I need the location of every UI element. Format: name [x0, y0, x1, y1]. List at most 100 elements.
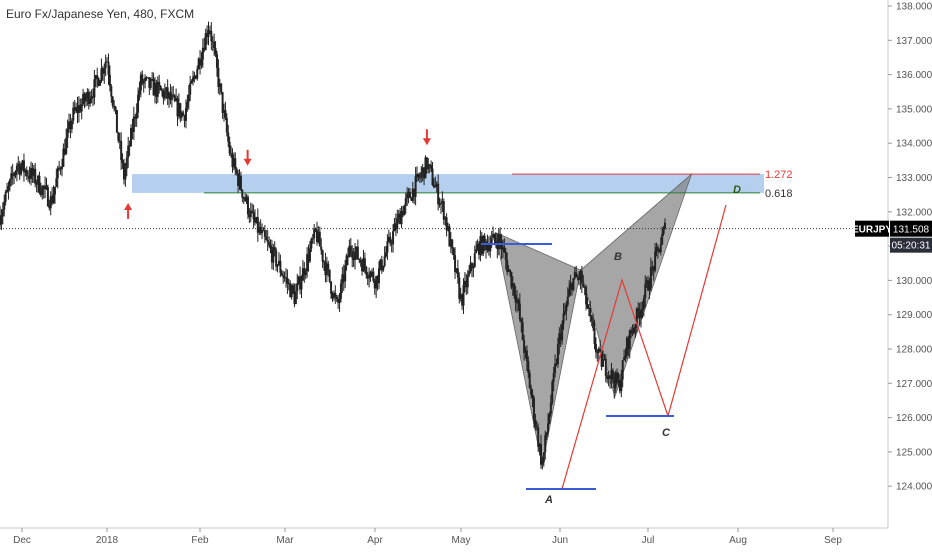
arrow-down-icon: [422, 129, 431, 146]
candle-body: [242, 197, 245, 199]
candle-body: [328, 269, 331, 282]
projection-line-1: [561, 277, 669, 490]
candle-body: [501, 247, 504, 250]
candle-body: [42, 186, 45, 190]
candle-body: [362, 258, 365, 272]
candle-body: [189, 83, 192, 95]
candle-body: [483, 235, 486, 242]
candle-body: [169, 92, 172, 100]
candle-body: [310, 238, 313, 249]
candle-body: [376, 276, 379, 284]
candle-body: [145, 77, 148, 79]
candle-body: [606, 376, 609, 380]
candle-body: [204, 33, 207, 51]
candle-body: [487, 244, 490, 252]
candle-body: [224, 110, 227, 118]
candle-body: [262, 230, 265, 232]
candle-body: [535, 426, 538, 428]
candle-body: [137, 94, 140, 113]
candle-body: [549, 402, 552, 414]
candle-body: [397, 213, 400, 219]
candle-body: [534, 419, 537, 427]
candle-body: [60, 166, 63, 170]
candle-body: [256, 217, 259, 233]
candle-body: [582, 283, 585, 287]
candle-body: [345, 255, 348, 266]
candle-body: [506, 259, 509, 272]
candle-body: [568, 288, 571, 297]
candle-body: [358, 259, 361, 261]
candle-body: [265, 236, 268, 241]
candle-body: [258, 227, 261, 233]
candle-body: [570, 283, 573, 290]
candle-body: [424, 157, 427, 179]
candle-body: [475, 249, 478, 254]
candle-body: [479, 236, 482, 255]
candle-body: [51, 196, 54, 203]
candle-body: [380, 259, 383, 271]
candle-body: [537, 427, 540, 447]
candle-body: [121, 160, 124, 164]
candle-body: [186, 101, 189, 108]
candle-body: [261, 230, 264, 234]
candle-body: [369, 272, 372, 278]
candle-body: [507, 269, 510, 272]
candle-body: [444, 217, 447, 220]
candle-body: [462, 284, 465, 306]
candle-body: [22, 160, 25, 173]
symbol-badge: [855, 220, 889, 237]
candle-body: [93, 79, 96, 98]
last-price-label: 131.508: [893, 225, 930, 236]
candle-body: [15, 165, 18, 172]
candle-body: [431, 168, 434, 186]
candle-body: [159, 86, 162, 91]
candle-body: [142, 81, 145, 84]
candle-body: [385, 252, 388, 257]
candle-body: [631, 332, 634, 334]
candle-body: [87, 91, 90, 104]
candle-body: [442, 201, 445, 220]
candle-body: [561, 323, 564, 341]
candle-body: [548, 413, 551, 424]
candle-body: [377, 268, 380, 284]
candle-body: [645, 280, 648, 284]
candle-body: [94, 75, 97, 80]
candle-body: [211, 41, 214, 43]
candle-body: [659, 244, 662, 253]
candle-body: [0, 216, 3, 225]
candle-body: [38, 175, 41, 193]
candle-body: [293, 291, 296, 305]
candle-body: [97, 78, 100, 86]
candle-body: [83, 93, 86, 102]
y-tick-label: 127.000: [896, 379, 932, 390]
candle-body: [201, 47, 204, 60]
candle-body: [248, 214, 251, 218]
candle-body: [221, 92, 224, 113]
candle-body: [14, 171, 17, 176]
candle-body: [245, 196, 248, 201]
candle-body: [361, 262, 364, 272]
candle-body: [99, 80, 102, 86]
candle-body: [596, 352, 599, 354]
candle-body: [454, 255, 457, 273]
candle-body: [135, 112, 138, 119]
candle-body: [618, 380, 621, 392]
candle-body: [558, 333, 561, 345]
candle-body: [300, 280, 303, 290]
candle-body: [56, 167, 59, 179]
candle-body: [348, 245, 351, 258]
candle-body: [107, 61, 110, 75]
candle-body: [494, 240, 497, 244]
point-label-a: A: [544, 494, 553, 506]
candle-body: [53, 186, 56, 195]
candle-body: [207, 30, 210, 37]
candle-body: [404, 198, 407, 206]
candle-body: [6, 190, 9, 193]
candle-body: [400, 211, 403, 225]
candle-body: [641, 308, 644, 310]
candle-body: [423, 167, 426, 179]
candle-body: [180, 112, 183, 118]
candle-body: [235, 168, 238, 174]
y-tick-label: 124.000: [896, 482, 932, 493]
